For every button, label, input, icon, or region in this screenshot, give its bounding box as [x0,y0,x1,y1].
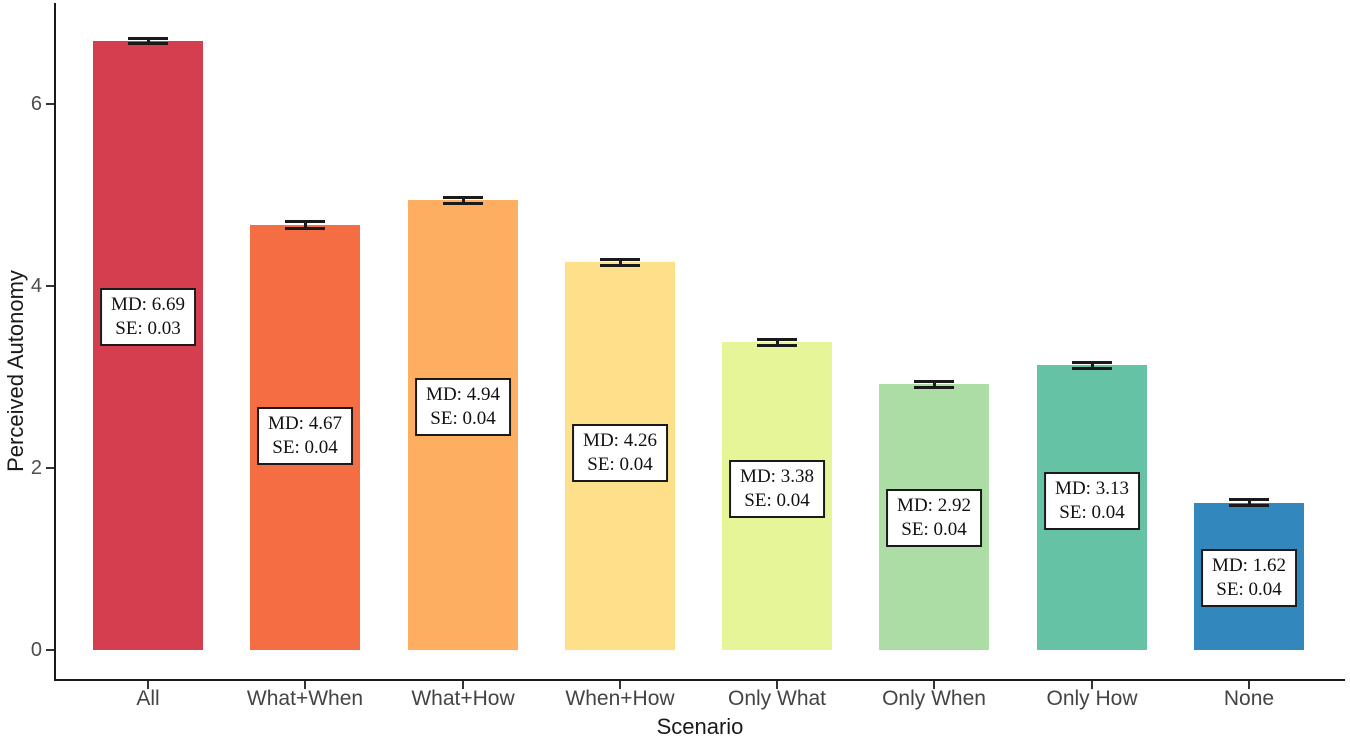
bar-value-label: MD: 2.92 SE: 0.04 [886,489,982,548]
error-bar-cap-bottom [1229,504,1269,508]
error-bar-cap-top [1229,497,1269,501]
error-bar-cap-bottom [914,385,954,389]
md-value: MD: 1.62 [1212,555,1286,577]
md-value: MD: 4.26 [583,430,657,452]
y-axis-tick [46,285,54,287]
x-tick-label: Only What [727,687,827,710]
md-value: MD: 2.92 [897,495,971,517]
x-axis-tick [304,681,306,689]
y-axis-line [54,3,56,681]
x-axis-line [54,679,1345,681]
x-axis-tick [462,681,464,689]
x-axis-tick [147,681,149,689]
error-bar-line [1090,361,1094,369]
y-tick-label: 0 [30,639,42,661]
se-value: SE: 0.04 [1059,501,1125,523]
error-bar-cap-top [128,37,168,41]
x-tick-label: All [136,687,160,710]
y-axis-tick [46,649,54,651]
md-value: MD: 4.67 [268,413,342,435]
bar-value-label: MD: 6.69 SE: 0.03 [100,287,196,346]
x-tick-label: What+When [246,687,364,710]
x-axis-tick [1091,681,1093,689]
se-value: SE: 0.04 [1216,579,1282,601]
y-tick-label: 6 [30,93,42,115]
error-bar-cap-top [757,337,797,341]
error-bar-line [618,258,622,266]
md-value: MD: 3.13 [1055,477,1129,499]
y-axis-tick [46,467,54,469]
bar-value-label: MD: 4.94 SE: 0.04 [415,378,511,437]
x-tick-label: What+How [411,687,515,710]
error-bar-cap-top [600,257,640,261]
error-bar-cap-bottom [128,41,168,45]
error-bar-line [932,380,936,388]
error-bar-line [461,196,465,205]
error-bar-cap-top [1072,360,1112,364]
error-bar-line [146,38,150,44]
error-bar-cap-bottom [1072,366,1112,370]
se-value: SE: 0.03 [115,317,181,339]
x-tick-label: When+How [565,687,675,710]
error-bar-line [303,221,307,229]
error-bar-cap-bottom [443,202,483,206]
x-tick-label: Only How [1046,687,1138,710]
x-axis-tick [1248,681,1250,689]
bar-value-label: MD: 3.13 SE: 0.04 [1044,471,1140,530]
md-value: MD: 4.94 [426,384,500,406]
se-value: SE: 0.04 [272,437,338,459]
error-bar-cap-top [285,220,325,224]
x-axis-title: Scenario [656,714,744,739]
bar-value-label: MD: 3.38 SE: 0.04 [729,459,825,518]
y-tick-label: 2 [30,457,42,479]
error-bar-cap-bottom [600,263,640,267]
se-value: SE: 0.04 [430,408,496,430]
x-axis-tick [933,681,935,689]
error-bar-cap-top [443,195,483,199]
y-axis-title: Perceived Autonomy [3,270,28,472]
x-tick-label: Only When [882,687,986,710]
y-axis-tick [46,103,54,105]
error-bar-line [1247,498,1251,507]
bar-value-label: MD: 1.62 SE: 0.04 [1201,549,1297,608]
error-bar-cap-bottom [757,344,797,348]
x-axis-tick [619,681,621,689]
error-bar-cap-top [914,379,954,383]
bar-value-label: MD: 4.26 SE: 0.04 [572,424,668,483]
md-value: MD: 3.38 [740,465,814,487]
x-tick-label: None [1223,687,1275,710]
error-bar-cap-bottom [285,226,325,230]
se-value: SE: 0.04 [587,454,653,476]
md-value: MD: 6.69 [111,293,185,315]
error-bar-line [775,338,779,347]
y-tick-label: 4 [30,275,42,297]
x-axis-tick [776,681,778,689]
se-value: SE: 0.04 [901,519,967,541]
se-value: SE: 0.04 [744,489,810,511]
bar-value-label: MD: 4.67 SE: 0.04 [257,407,353,466]
